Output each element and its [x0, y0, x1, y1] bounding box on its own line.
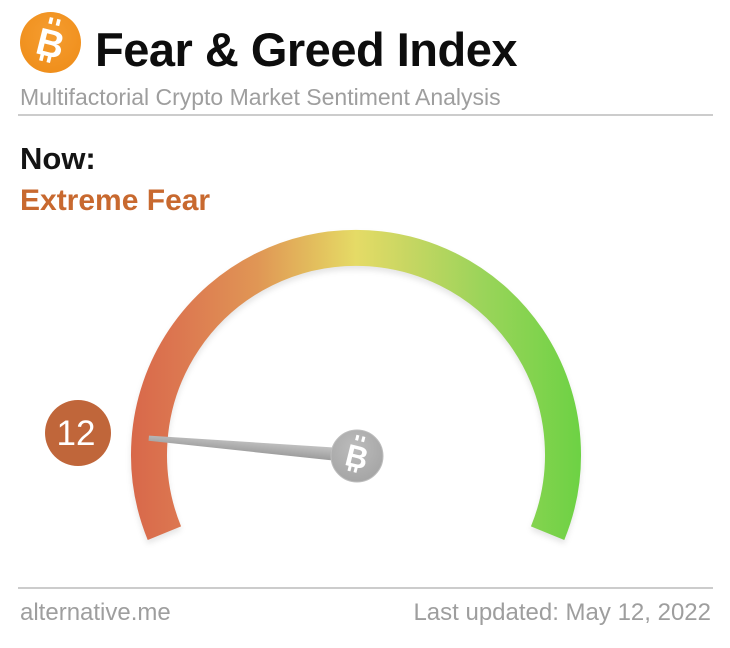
- site-link[interactable]: alternative.me: [20, 599, 171, 626]
- last-updated-text: Last updated: May 12, 2022: [413, 599, 711, 626]
- gauge-hub: B: [330, 429, 384, 483]
- sentiment-classification: Extreme Fear: [20, 184, 211, 217]
- footer-divider: [18, 587, 713, 589]
- page-subtitle: Multifactorial Crypto Market Sentiment A…: [20, 84, 501, 110]
- value-badge-text: 12: [57, 414, 96, 453]
- gauge-arc: [131, 229, 581, 540]
- bitcoin-icon: B: [19, 11, 82, 74]
- gauge-needle: [148, 435, 356, 463]
- header-divider: [18, 114, 713, 116]
- value-badge: 12: [45, 400, 111, 466]
- page-title: Fear & Greed Index: [95, 23, 518, 76]
- now-label: Now:: [20, 141, 96, 176]
